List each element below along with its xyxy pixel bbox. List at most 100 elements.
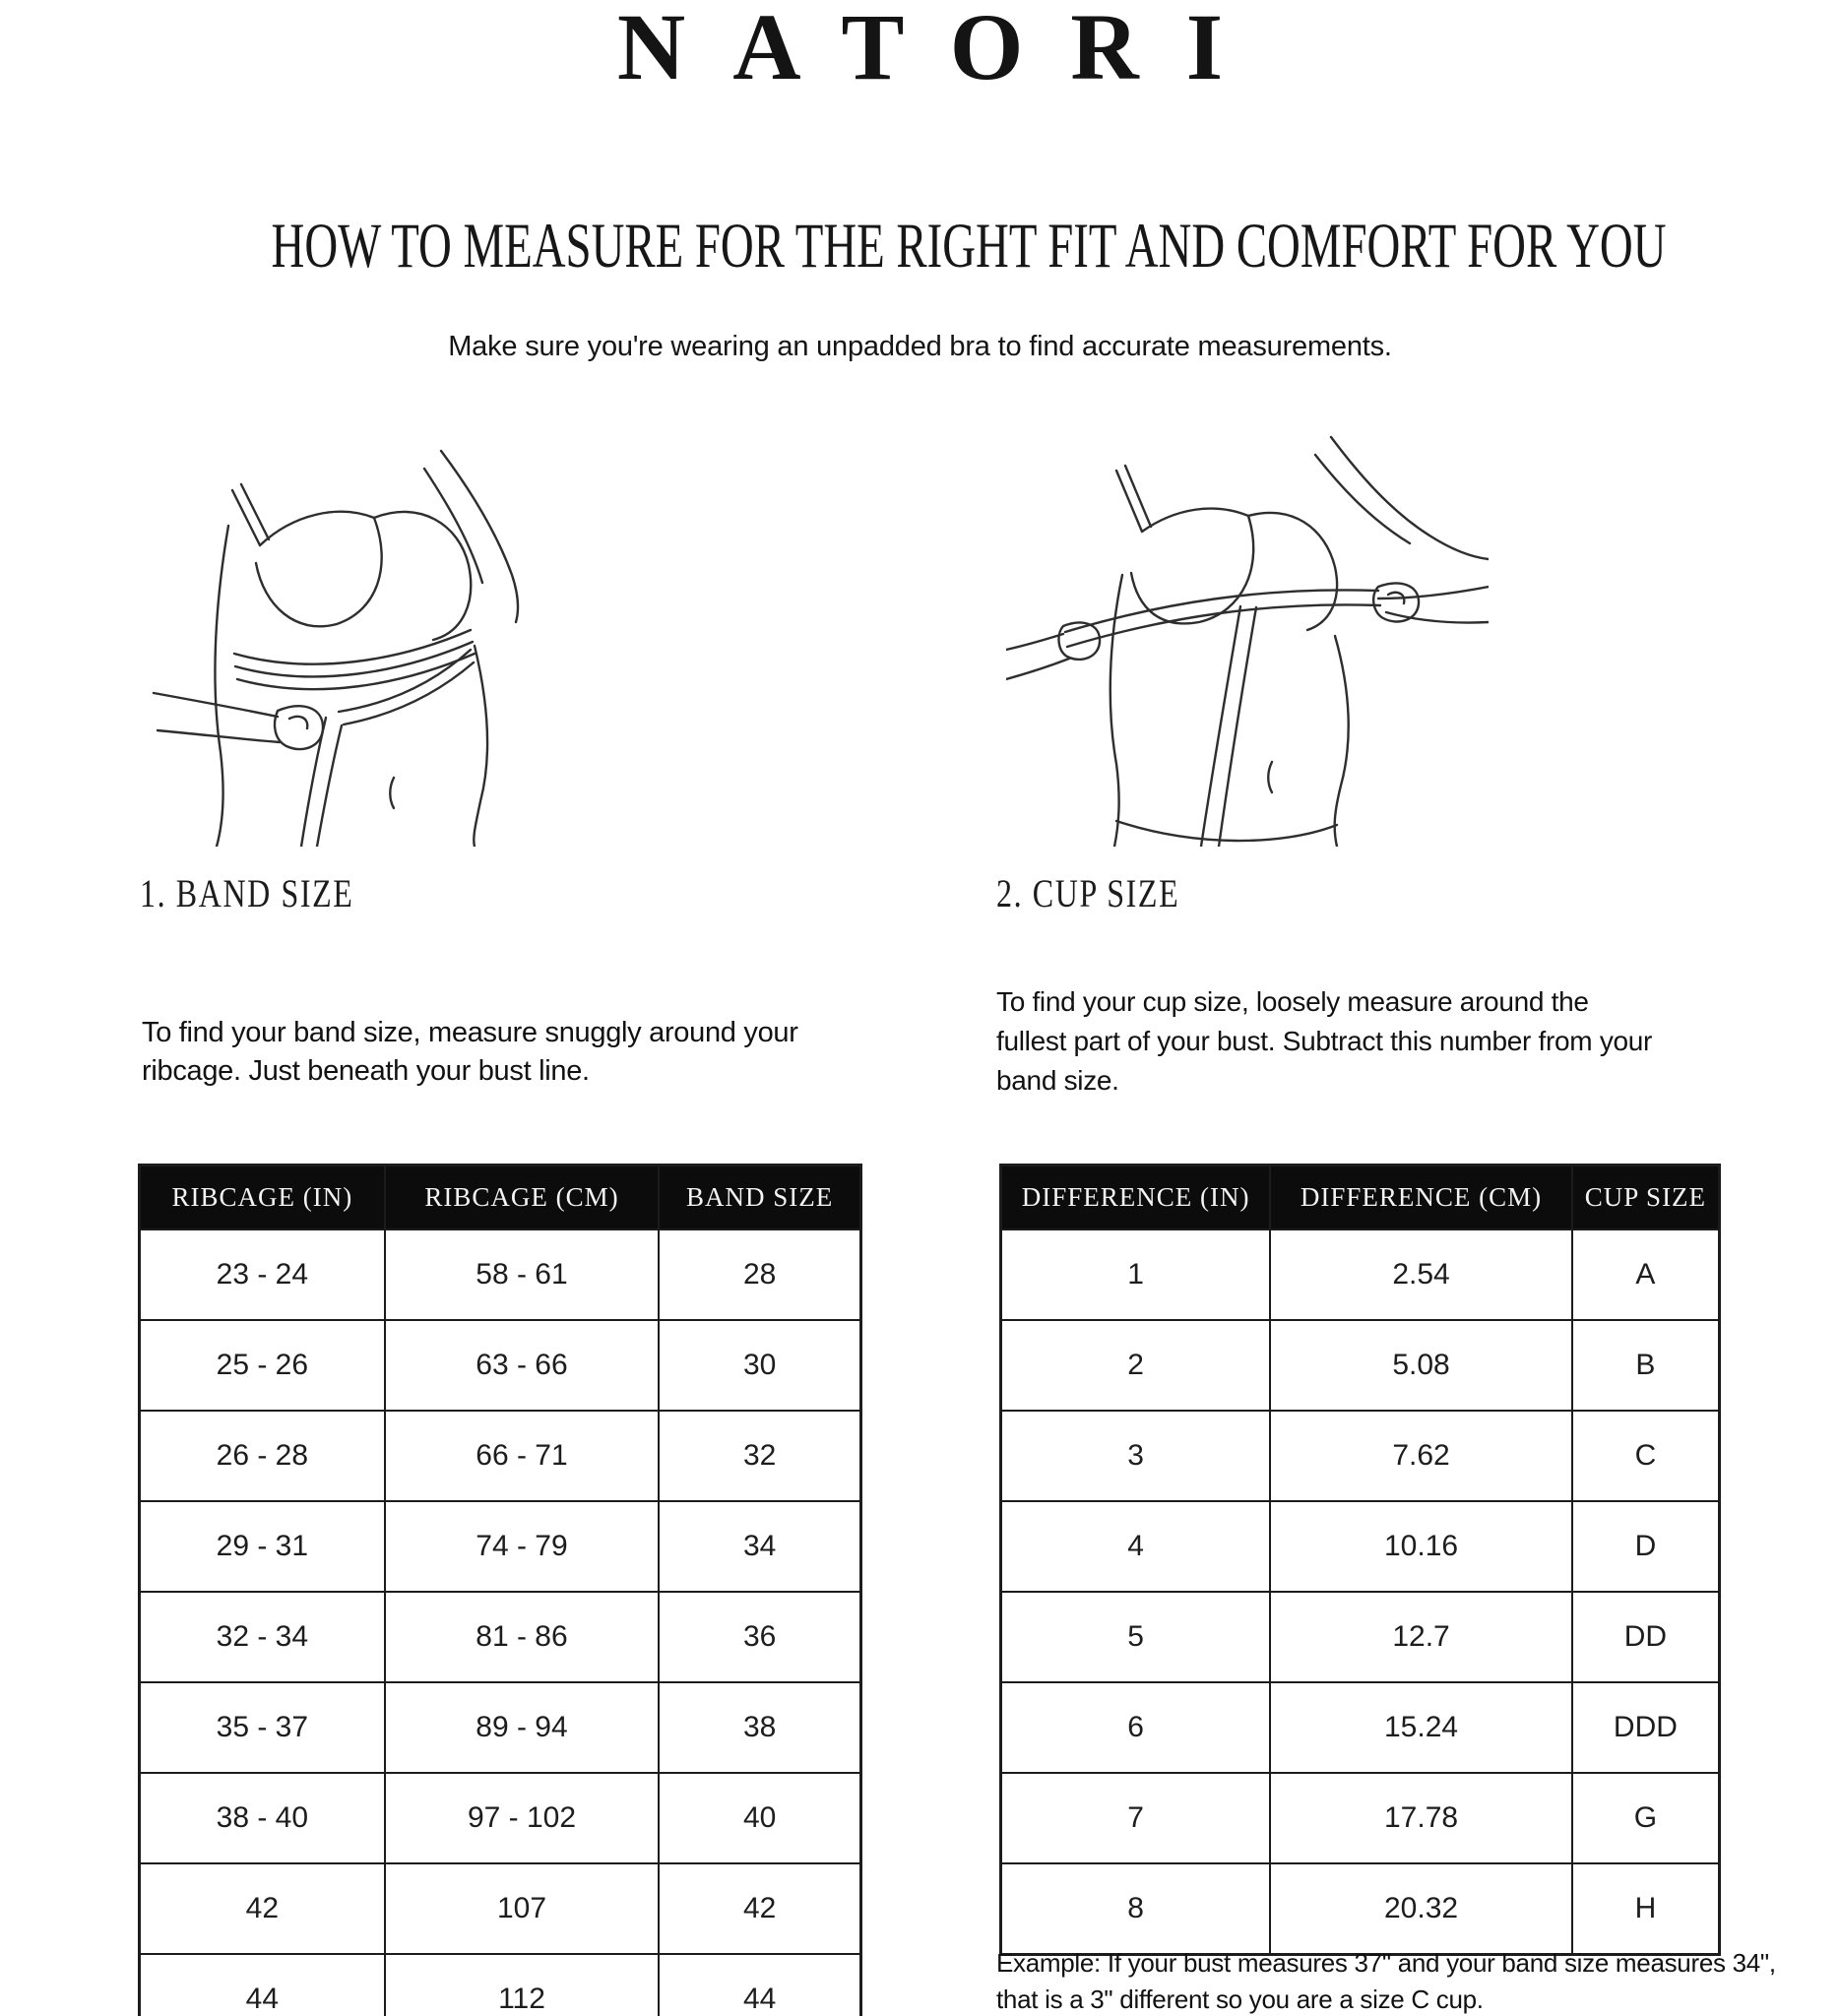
cup-description-line-2: fullest part of your bust. Subtract this…: [996, 1026, 1653, 1056]
cell-ribcage-cm: 89 - 94: [383, 1681, 661, 1774]
cell-band-size: 42: [658, 1862, 862, 1955]
band-measure-illustration: [152, 449, 520, 847]
cell-difference-in: 7: [999, 1772, 1272, 1864]
cell-ribcage-in: 25 - 26: [138, 1319, 386, 1412]
sizing-example-note: Example: If your bust measures 37" and y…: [996, 1945, 1776, 2016]
cell-band-size: 34: [658, 1500, 862, 1593]
cup-header-difference-in: DIFFERENCE (IN): [999, 1164, 1272, 1230]
cup-header-cup-size: CUP SIZE: [1570, 1164, 1721, 1230]
cell-difference-cm: 5.08: [1269, 1319, 1573, 1412]
band-illustration-lines: [152, 449, 520, 847]
cup-illustration-lines: [1006, 435, 1489, 847]
band-size-heading: 1. BAND SIZE: [140, 870, 408, 916]
example-line-2: that is a 3" different so you are a size…: [996, 1984, 1484, 2014]
cell-difference-cm: 7.62: [1269, 1410, 1573, 1502]
cell-cup-size: D: [1570, 1500, 1721, 1593]
cell-difference-in: 4: [999, 1500, 1272, 1593]
cell-cup-size: G: [1570, 1772, 1721, 1864]
cell-ribcage-cm: 97 - 102: [383, 1772, 661, 1864]
cup-table-header-row: DIFFERENCE (IN) DIFFERENCE (CM) CUP SIZE: [999, 1164, 1721, 1230]
cell-difference-in: 6: [999, 1681, 1272, 1774]
cell-difference-cm: 20.32: [1269, 1862, 1573, 1956]
cell-cup-size: H: [1570, 1862, 1721, 1956]
brand-logo: NATORI: [616, 0, 1271, 99]
cell-difference-cm: 12.7: [1269, 1591, 1573, 1683]
example-line-1: Example: If your bust measures 37" and y…: [996, 1948, 1776, 1978]
table-row: 32 - 34 81 - 86 36: [138, 1591, 862, 1683]
cell-difference-in: 2: [999, 1319, 1272, 1412]
cell-ribcage-in: 35 - 37: [138, 1681, 386, 1774]
cup-size-heading: 2. CUP SIZE: [996, 870, 1226, 916]
cup-header-difference-cm: DIFFERENCE (CM): [1269, 1164, 1573, 1230]
table-row: 23 - 24 58 - 61 28: [138, 1228, 862, 1321]
page-title-text: HOW TO MEASURE FOR THE RIGHT FIT AND COM…: [271, 211, 1667, 282]
cell-band-size: 40: [658, 1772, 862, 1864]
band-header-band-size: BAND SIZE: [658, 1164, 862, 1230]
table-row: 8 20.32 H: [999, 1862, 1721, 1956]
table-row: 5 12.7 DD: [999, 1591, 1721, 1683]
band-header-ribcage-cm: RIBCAGE (CM): [383, 1164, 661, 1230]
cup-description-line-3: band size.: [996, 1065, 1119, 1096]
cell-ribcage-in: 29 - 31: [138, 1500, 386, 1593]
band-description-line-2: ribcage. Just beneath your bust line.: [142, 1055, 590, 1087]
cell-difference-in: 3: [999, 1410, 1272, 1502]
page-title: HOW TO MEASURE FOR THE RIGHT FIT AND COM…: [0, 210, 1840, 284]
cell-band-size: 32: [658, 1410, 862, 1502]
cell-ribcage-cm: 74 - 79: [383, 1500, 661, 1593]
cell-ribcage-cm: 58 - 61: [383, 1228, 661, 1321]
cell-cup-size: DD: [1570, 1591, 1721, 1683]
page-subtitle: Make sure you're wearing an unpadded bra…: [448, 331, 1392, 362]
cup-description-line-1: To find your cup size, loosely measure a…: [996, 986, 1589, 1017]
cell-difference-cm: 17.78: [1269, 1772, 1573, 1864]
cell-ribcage-cm: 66 - 71: [383, 1410, 661, 1502]
band-size-heading-text: 1. BAND SIZE: [140, 871, 354, 915]
cell-ribcage-cm: 107: [383, 1862, 661, 1955]
table-row: 7 17.78 G: [999, 1772, 1721, 1864]
cell-difference-cm: 10.16: [1269, 1500, 1573, 1593]
table-row: 42 107 42: [138, 1862, 862, 1955]
table-row: 1 2.54 A: [999, 1228, 1721, 1321]
cell-band-size: 30: [658, 1319, 862, 1412]
cell-band-size: 36: [658, 1591, 862, 1683]
cell-cup-size: B: [1570, 1319, 1721, 1412]
band-table-header-row: RIBCAGE (IN) RIBCAGE (CM) BAND SIZE: [138, 1164, 862, 1230]
cell-ribcage-in: 26 - 28: [138, 1410, 386, 1502]
table-row: 35 - 37 89 - 94 38: [138, 1681, 862, 1774]
cell-ribcage-in: 44: [138, 1953, 386, 2016]
cell-ribcage-cm: 81 - 86: [383, 1591, 661, 1683]
cup-size-heading-text: 2. CUP SIZE: [996, 871, 1180, 915]
table-row: 44 112 44: [138, 1953, 862, 2016]
cell-ribcage-in: 23 - 24: [138, 1228, 386, 1321]
cup-size-description: To find your cup size, loosely measure a…: [996, 982, 1652, 1101]
table-row: 4 10.16 D: [999, 1500, 1721, 1593]
band-size-description: To find your band size, measure snuggly …: [142, 1014, 798, 1091]
cell-difference-in: 5: [999, 1591, 1272, 1683]
band-description-line-1: To find your band size, measure snuggly …: [142, 1017, 798, 1048]
cell-difference-cm: 2.54: [1269, 1228, 1573, 1321]
band-header-ribcage-in: RIBCAGE (IN): [138, 1164, 386, 1230]
cup-size-table: DIFFERENCE (IN) DIFFERENCE (CM) CUP SIZE…: [999, 1164, 1721, 1956]
cell-ribcage-cm: 63 - 66: [383, 1319, 661, 1412]
table-row: 6 15.24 DDD: [999, 1681, 1721, 1774]
table-row: 2 5.08 B: [999, 1319, 1721, 1412]
cell-band-size: 38: [658, 1681, 862, 1774]
cell-ribcage-cm: 112: [383, 1953, 661, 2016]
cell-band-size: 44: [658, 1953, 862, 2016]
cell-ribcage-in: 32 - 34: [138, 1591, 386, 1683]
table-row: 3 7.62 C: [999, 1410, 1721, 1502]
band-size-table: RIBCAGE (IN) RIBCAGE (CM) BAND SIZE 23 -…: [138, 1164, 862, 2016]
cell-difference-in: 1: [999, 1228, 1272, 1321]
cup-measure-illustration: [1006, 435, 1489, 847]
table-row: 38 - 40 97 - 102 40: [138, 1772, 862, 1864]
cell-cup-size: A: [1570, 1228, 1721, 1321]
cell-ribcage-in: 38 - 40: [138, 1772, 386, 1864]
table-row: 29 - 31 74 - 79 34: [138, 1500, 862, 1593]
cell-difference-in: 8: [999, 1862, 1272, 1956]
table-row: 25 - 26 63 - 66 30: [138, 1319, 862, 1412]
cell-cup-size: DDD: [1570, 1681, 1721, 1774]
cell-band-size: 28: [658, 1228, 862, 1321]
cell-cup-size: C: [1570, 1410, 1721, 1502]
cell-ribcage-in: 42: [138, 1862, 386, 1955]
cell-difference-cm: 15.24: [1269, 1681, 1573, 1774]
